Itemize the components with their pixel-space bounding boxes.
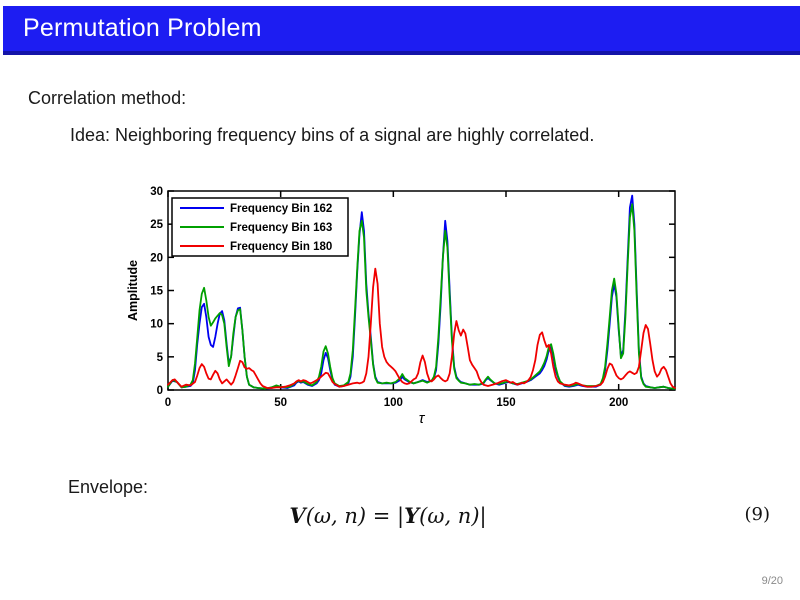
y-tick-label: 5 — [157, 352, 164, 364]
equation-number: (9) — [744, 504, 771, 525]
y-tick-label: 0 — [157, 385, 163, 397]
y-tick-label: 10 — [150, 319, 163, 331]
correlation-plot: 0 50 100 150 200 0 5 10 15 20 25 30 Amplitude τ Freque… — [125, 178, 700, 430]
x-tick-label: 150 — [496, 397, 515, 409]
legend-entry-label: Frequency Bin 163 — [230, 222, 332, 234]
envelope-equation: V(ω, n) = |Y(ω, n)| — [60, 503, 716, 528]
equation-part: Y — [404, 503, 420, 528]
slide-title: Permutation Problem — [23, 14, 262, 42]
idea-text: Idea: Neighboring frequency bins of a si… — [70, 125, 595, 145]
envelope-label: Envelope: — [68, 477, 149, 497]
y-axis-label: Amplitude — [126, 260, 140, 321]
x-tick-label: 0 — [165, 397, 171, 409]
series-line-3 — [167, 267, 676, 389]
correlation-method-label: Correlation method: — [28, 88, 187, 108]
y-tick-label: 20 — [150, 252, 163, 264]
legend-entry-label: Frequency Bin 162 — [230, 203, 332, 215]
x-tick-label: 200 — [609, 397, 628, 409]
x-tick-label: 50 — [274, 397, 287, 409]
equation-part: (ω, n) = | — [305, 504, 405, 528]
plot-canvas: 0 50 100 150 200 0 5 10 15 20 25 30 Amplitude τ Freque… — [126, 186, 676, 427]
y-tick-label: 25 — [150, 219, 163, 231]
legend-entry-label: Frequency Bin 180 — [230, 241, 332, 253]
y-tick-label: 15 — [150, 286, 163, 298]
x-axis-label: τ — [419, 410, 426, 427]
equation-part: V — [289, 503, 306, 528]
x-tick-label: 100 — [384, 397, 403, 409]
equation-row: V(ω, n) = |Y(ω, n)| (9) — [60, 503, 776, 535]
equation-part: (ω, n)| — [419, 504, 487, 528]
slide-title-bar: Permutation Problem — [3, 6, 800, 55]
y-tick-label: 30 — [150, 186, 163, 198]
page-number: 9/20 — [761, 575, 783, 587]
